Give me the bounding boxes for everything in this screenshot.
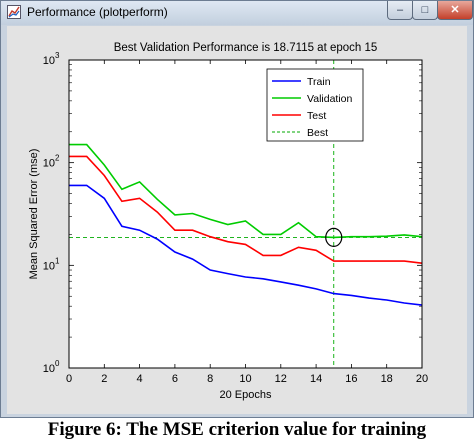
window-titlebar[interactable]: Performance (plotperform) – □ ✕ (1, 1, 473, 25)
x-tick-label: 6 (172, 373, 178, 385)
x-tick-label: 0 (66, 373, 72, 385)
y-tick-label: 10 (43, 260, 55, 272)
y-axis-label: Mean Squared Error (mse) (28, 149, 40, 280)
chart-title: Best Validation Performance is 18.7115 a… (114, 42, 378, 54)
legend-label-test: Test (307, 110, 326, 122)
x-tick-label: 8 (207, 373, 213, 385)
figure-caption: Figure 6: The MSE criterion value for tr… (47, 419, 427, 440)
best-point-marker (325, 227, 343, 247)
y-tick-exponent: 3 (55, 51, 60, 60)
x-tick-label: 12 (275, 373, 287, 385)
legend-label-best: Best (307, 127, 328, 139)
x-tick-label: 14 (310, 373, 322, 385)
axes-frame (68, 59, 423, 369)
minimize-button[interactable]: – (387, 1, 413, 20)
legend-label-train: Train (307, 76, 331, 88)
y-tick-label: 10 (43, 158, 55, 170)
series-train-line (69, 184, 423, 306)
performance-chart: Best Validation Performance is 18.7115 a… (28, 42, 428, 401)
x-tick-label: 2 (101, 373, 107, 385)
y-tick-exponent: 0 (55, 359, 60, 368)
window-title: Performance (plotperform) (27, 5, 168, 19)
y-tick-label: 10 (43, 363, 55, 375)
maximize-button[interactable]: □ (412, 1, 438, 20)
x-tick-label: 4 (137, 373, 143, 385)
close-button[interactable]: ✕ (437, 1, 473, 20)
x-tick-label: 18 (381, 373, 393, 385)
matlab-figure-icon (7, 5, 21, 19)
legend-label-validation: Validation (307, 93, 352, 105)
plot-area (69, 60, 422, 368)
x-tick-label: 10 (239, 373, 251, 385)
y-tick-exponent: 2 (55, 154, 60, 163)
figure-window: Performance (plotperform) – □ ✕ Best Val… (0, 0, 474, 418)
figure-canvas: Best Validation Performance is 18.7115 a… (7, 26, 467, 414)
series-test-line (69, 155, 423, 264)
x-tick-label: 16 (345, 373, 357, 385)
y-tick-label: 10 (43, 55, 55, 67)
y-tick-exponent: 1 (55, 256, 60, 265)
x-axis-label: 20 Epochs (220, 389, 272, 401)
x-tick-label: 20 (416, 373, 428, 385)
series-validation-line (69, 143, 423, 239)
